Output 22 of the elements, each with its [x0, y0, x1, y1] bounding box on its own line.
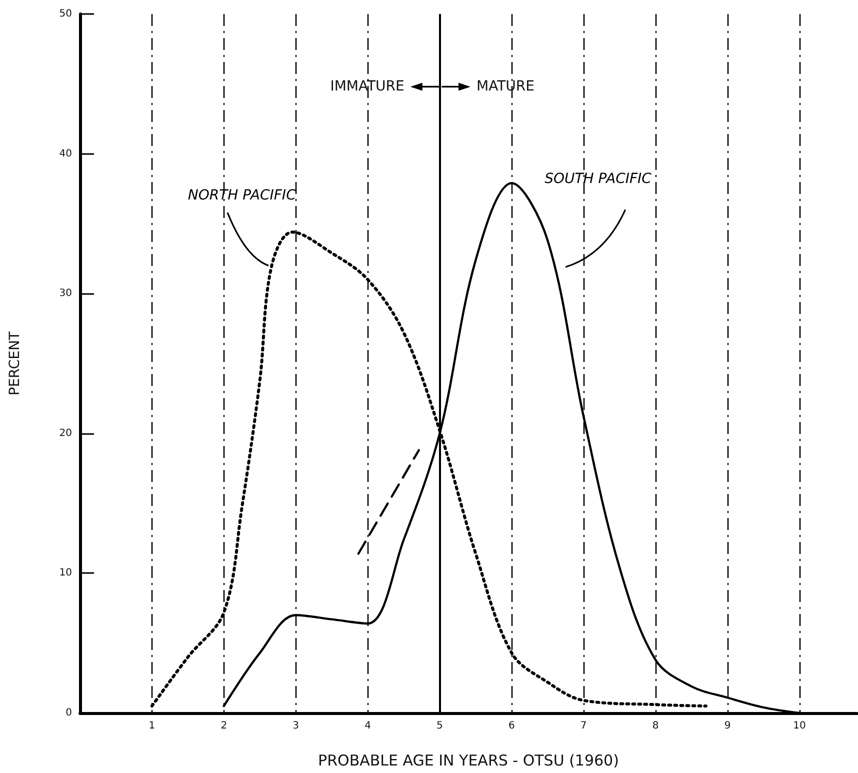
series-label: SOUTH PACIFIC: [544, 170, 652, 187]
x-tick-label: 10: [793, 720, 806, 732]
x-tick-label: 1: [148, 720, 156, 732]
annotation: IMMATURE: [330, 78, 404, 95]
x-tick-label: 2: [220, 720, 228, 732]
x-tick-label: 5: [436, 720, 443, 732]
y-tick-label: 20: [59, 428, 72, 439]
x-tick-label: 7: [580, 720, 587, 732]
x-tick-label: 3: [292, 720, 300, 732]
annotation: MATURE: [476, 78, 534, 95]
y-tick-label: 40: [59, 148, 72, 160]
x-tick-label: 4: [364, 720, 371, 732]
text: NORTH PACIFIC: [188, 188, 296, 204]
y-tick-label: 30: [59, 288, 72, 300]
x-tick-label: 6: [508, 720, 515, 732]
x-tick-label: 9: [724, 720, 731, 732]
y-tick-label: 0: [66, 708, 72, 718]
x-tick-label: 8: [652, 720, 659, 732]
y-tick-label: 10: [59, 568, 72, 579]
y-axis-title: PERCENT: [7, 331, 23, 396]
x-axis-title: PROBABLE AGE IN YEARS - OTSU (1960): [318, 752, 619, 770]
y-tick-label: 50: [59, 8, 72, 20]
